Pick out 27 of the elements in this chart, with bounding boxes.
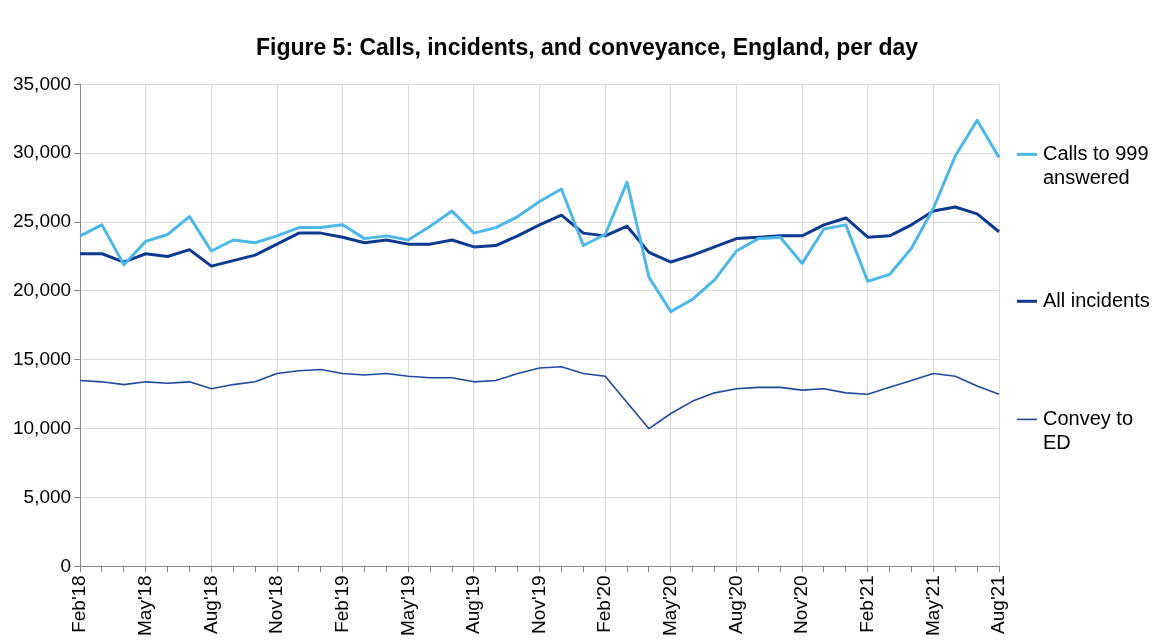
x-tick-label: Nov'18 xyxy=(265,575,287,634)
y-tick-label: 25,000 xyxy=(12,210,72,232)
legend-label: Calls to 999 answered xyxy=(1043,141,1149,188)
y-tick-label: 30,000 xyxy=(12,141,72,163)
y-tick-label: 20,000 xyxy=(12,279,72,301)
chart-title: Figure 5: Calls, incidents, and conveyance, England, per day xyxy=(254,34,920,61)
x-tick-label: Feb'19 xyxy=(330,575,352,633)
x-tick-label: Aug'21 xyxy=(987,575,1009,634)
x-tick-label: Feb'21 xyxy=(855,575,877,633)
y-tick-label: 5,000 xyxy=(23,485,72,507)
legend-label: Convey to ED xyxy=(1043,406,1134,453)
x-tick-label: May'18 xyxy=(133,575,155,636)
y-tick-label: 0 xyxy=(60,554,72,576)
x-tick-label: May'20 xyxy=(659,575,681,636)
x-tick-label: May'21 xyxy=(921,575,943,636)
y-tick-label: 15,000 xyxy=(12,348,72,370)
x-tick-label: Feb'18 xyxy=(68,575,90,633)
x-tick-label: Feb'20 xyxy=(593,575,615,633)
x-tick-label: Aug'20 xyxy=(724,575,746,634)
x-tick-label: Aug'19 xyxy=(462,575,484,634)
y-tick-label: 10,000 xyxy=(12,416,72,438)
x-tick-label: Nov'20 xyxy=(790,575,812,634)
x-tick-label: Nov'19 xyxy=(527,575,549,634)
y-tick-label: 35,000 xyxy=(12,72,72,94)
x-tick-label: May'19 xyxy=(396,575,418,636)
legend-label: All incidents xyxy=(1043,288,1150,311)
x-tick-label: Aug'18 xyxy=(199,575,221,634)
